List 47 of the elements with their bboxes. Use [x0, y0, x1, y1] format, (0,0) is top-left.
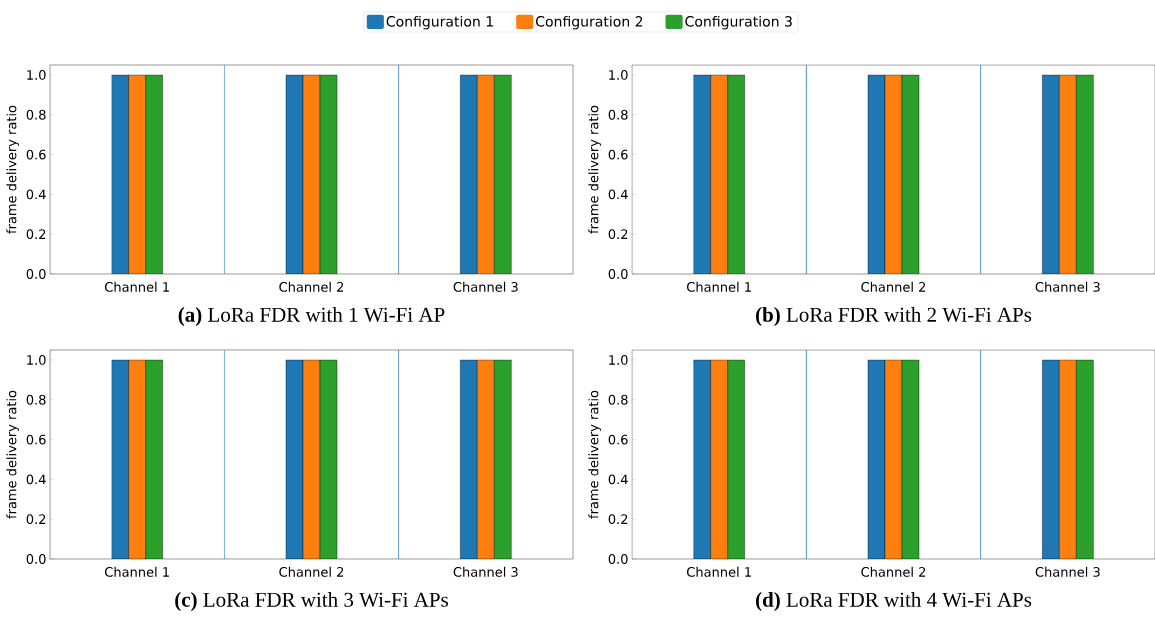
y-tick-label: 0.4 [608, 474, 628, 485]
y-tick-label: 1.0 [609, 355, 628, 365]
x-tick-label: Channel 2 [861, 566, 926, 577]
y-tick-label: 0.2 [26, 514, 46, 525]
x-tick-label: Channel 3 [1035, 281, 1100, 292]
y-tick-label: 0.8 [608, 109, 628, 120]
legend-label: Configuration 3 [685, 15, 792, 30]
y-tick-label: 0.6 [608, 149, 628, 160]
y-tick-label: 1.0 [27, 355, 46, 365]
text: (b) LoRa FDR with 2 Wi-Fi APs [756, 307, 1032, 327]
y-tick-label: 0.2 [608, 229, 628, 240]
y-tick-label: 0.4 [26, 474, 46, 485]
x-tick-label: Channel 1 [105, 566, 169, 577]
text: (a) LoRa FDR with 1 Wi-Fi AP [178, 307, 445, 327]
legend-label: Configuration 1 [386, 15, 493, 30]
legend-label: Configuration 2 [536, 15, 643, 30]
y-axis-title: frame delivery ratio [6, 105, 19, 234]
y-tick-label: 0.6 [26, 434, 46, 445]
y-tick-label: 0.6 [608, 434, 628, 445]
x-tick-label: Channel 2 [279, 281, 344, 292]
x-tick-label: Channel 1 [687, 281, 751, 292]
y-tick-label: 0.8 [26, 109, 46, 120]
y-tick-label: 0.2 [26, 229, 46, 240]
x-tick-label: Channel 3 [453, 281, 518, 292]
x-tick-label: Channel 1 [687, 566, 751, 577]
x-tick-label: Channel 3 [453, 566, 518, 577]
y-tick-label: 0.0 [608, 554, 628, 564]
y-tick-label: 0.8 [26, 394, 46, 405]
x-tick-label: Channel 2 [279, 566, 344, 577]
y-tick-label: 1.0 [609, 70, 628, 80]
y-tick-label: 0.8 [608, 394, 628, 405]
y-tick-label: 0.0 [26, 269, 46, 279]
y-tick-label: 0.4 [26, 189, 46, 200]
y-axis-title: frame delivery ratio [588, 390, 601, 519]
text: (c) LoRa FDR with 3 Wi-Fi APs [175, 592, 448, 612]
x-tick-label: Channel 3 [1035, 566, 1100, 577]
y-tick-label: 0.0 [26, 554, 46, 564]
text: (d) LoRa FDR with 4 Wi-Fi APs [756, 592, 1032, 612]
y-tick-label: 0.6 [26, 149, 46, 160]
y-axis-title: frame delivery ratio [6, 390, 19, 519]
x-tick-label: Channel 1 [105, 281, 169, 292]
y-tick-label: 1.0 [27, 70, 46, 80]
y-tick-label: 0.2 [608, 514, 628, 525]
x-tick-label: Channel 2 [861, 281, 926, 292]
y-tick-label: 0.0 [608, 269, 628, 279]
y-tick-label: 0.4 [608, 189, 628, 200]
y-axis-title: frame delivery ratio [588, 105, 601, 234]
